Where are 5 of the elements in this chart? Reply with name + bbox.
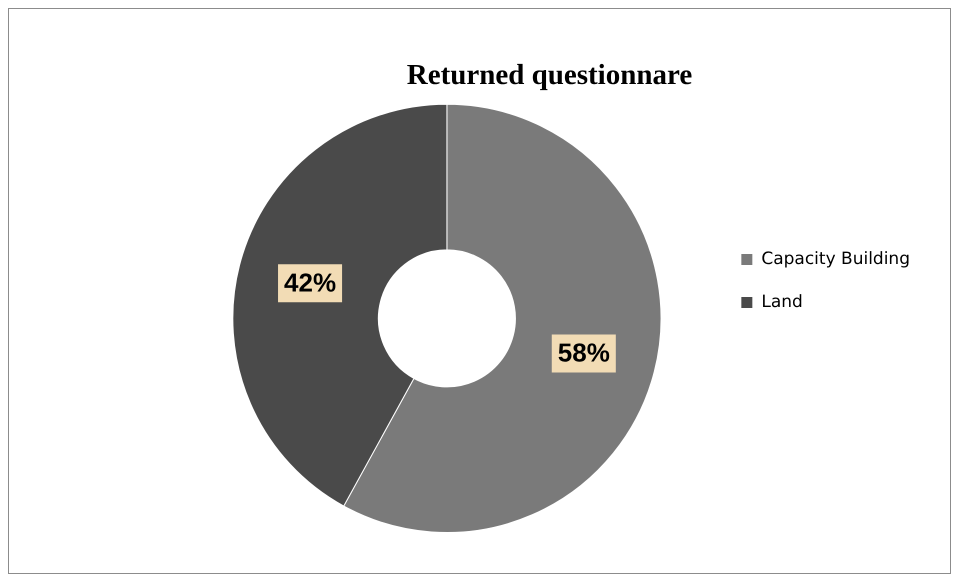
chart-title: Returned questionnare — [406, 58, 692, 91]
legend-label: Capacity Building — [761, 248, 910, 269]
legend-label: Land — [761, 292, 803, 312]
data-label: 58% — [558, 338, 610, 368]
data-label: 42% — [284, 267, 336, 298]
